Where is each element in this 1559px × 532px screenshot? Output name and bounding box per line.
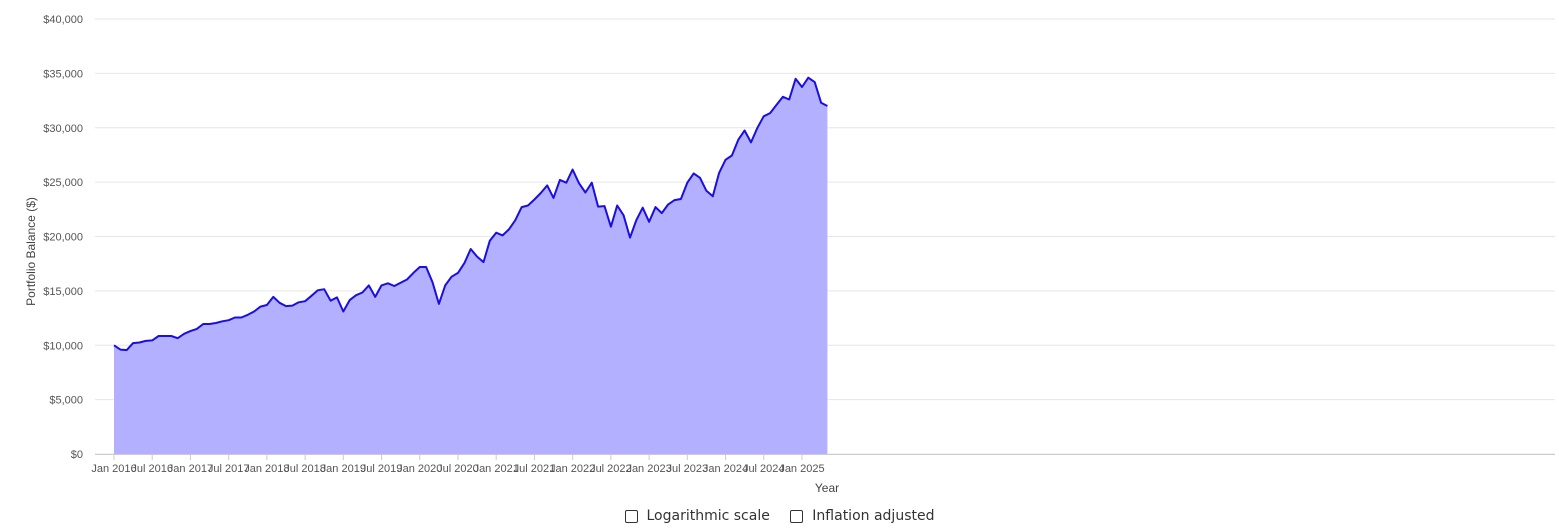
- chart-options: Logarithmic scale Inflation adjusted: [0, 508, 1559, 527]
- x-tick-label: Jan 2025: [779, 463, 824, 475]
- x-tick-label: Jan 2023: [626, 463, 671, 475]
- inflation-option[interactable]: Inflation adjusted: [790, 508, 934, 524]
- y-tick-label: $30,000: [43, 123, 83, 135]
- portfolio-balance-chart: $0 $5,000 $10,000 $15,000 $20,000 $25,000 $30,…: [24, 14, 1555, 495]
- x-axis-title: Year: [815, 481, 839, 495]
- y-tick-label: $25,000: [43, 177, 83, 189]
- x-tick-label: Jan 2021: [474, 463, 519, 475]
- x-tick-label: Jul 2022: [590, 463, 632, 475]
- y-axis-ticks: $0 $5,000 $10,000 $15,000 $20,000 $25,000 $30,…: [43, 14, 83, 461]
- y-axis-title: Portfolio Balance ($): [24, 197, 38, 306]
- y-tick-label: $0: [71, 449, 83, 461]
- y-tick-label: $40,000: [43, 14, 83, 26]
- balance-line: [113, 76, 828, 352]
- inflation-adjusted-label: Inflation adjusted: [812, 508, 935, 524]
- x-tick-label: Jan 2018: [244, 463, 289, 475]
- y-tick-label: $35,000: [43, 68, 83, 80]
- x-tick-label: Jan 2017: [168, 463, 213, 475]
- x-tick-label: Jul 2019: [361, 463, 403, 475]
- inflation-adjusted-checkbox[interactable]: [790, 509, 804, 523]
- x-tick-label: Jul 2017: [208, 463, 250, 475]
- x-tick-label: Jul 2023: [667, 463, 709, 475]
- log-scale-checkbox[interactable]: [624, 509, 638, 523]
- x-tick-label: Jan 2019: [321, 463, 366, 475]
- x-tick-label: Jan 2016: [91, 463, 136, 475]
- x-tick-label: Jul 2021: [514, 463, 556, 475]
- log-scale-label: Logarithmic scale: [646, 508, 770, 524]
- x-tick-label: Jul 2020: [437, 463, 479, 475]
- log-scale-option[interactable]: Logarithmic scale: [624, 508, 770, 524]
- x-tick-label: Jul 2016: [131, 463, 173, 475]
- x-tick-label: Jan 2024: [703, 463, 748, 475]
- y-tick-label: $5,000: [49, 395, 83, 407]
- y-tick-label: $20,000: [43, 232, 83, 244]
- x-tick-label: Jan 2022: [550, 463, 595, 475]
- x-tick-label: Jan 2020: [397, 463, 442, 475]
- x-tick-label: Jul 2024: [743, 463, 785, 475]
- y-tick-label: $15,000: [43, 286, 83, 298]
- balance-area: [114, 77, 828, 454]
- y-tick-label: $10,000: [43, 340, 83, 352]
- x-tick-label: Jul 2018: [284, 463, 326, 475]
